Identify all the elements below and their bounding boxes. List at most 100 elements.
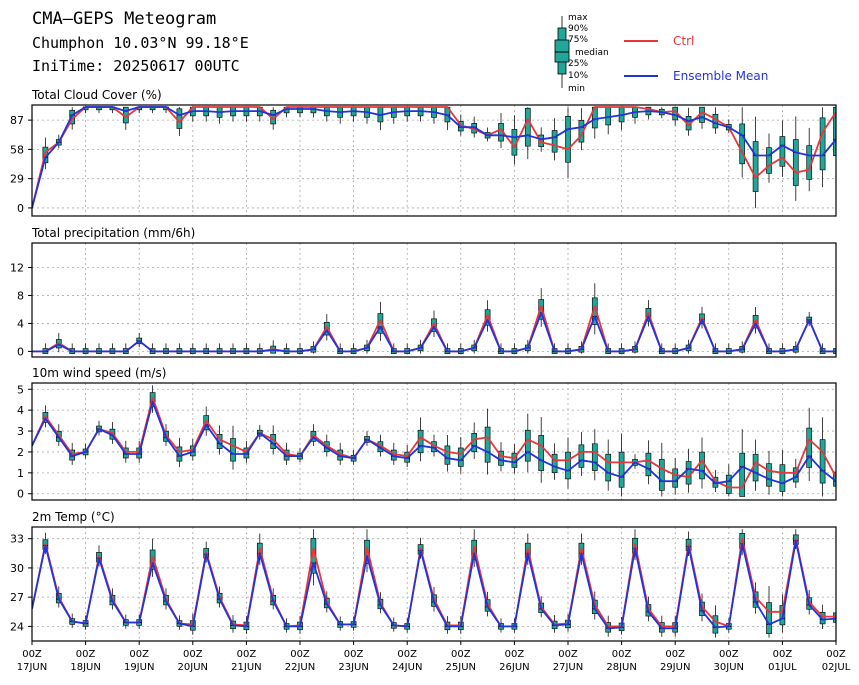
x-tick-hour: 00Z <box>451 649 471 660</box>
panel-0: Total Cloud Cover (%) 0 29 58 87 <box>10 88 837 217</box>
y-tick-label: 3 <box>17 425 24 438</box>
ensemble-box <box>766 450 772 495</box>
x-tick-hour: 00Z <box>505 649 525 660</box>
y-tick-label: 30 <box>10 562 24 575</box>
y-tick-label: 87 <box>10 114 24 127</box>
x-tick-date: 19JUN <box>124 662 154 673</box>
panel-frame <box>31 104 837 217</box>
legend-box <box>554 39 570 63</box>
x-tick-hour: 00Z <box>183 649 203 660</box>
box-legend-label: 75% <box>568 35 588 45</box>
box-body <box>752 453 759 482</box>
x-tick-date: 21JUN <box>231 662 261 673</box>
ensemble-box <box>96 106 102 114</box>
x-tick-date: 27JUN <box>553 662 583 673</box>
box-body <box>792 139 799 186</box>
ensemble-box <box>578 108 585 151</box>
ensemble-mean-line <box>32 311 836 353</box>
x-tick-date: 29JUN <box>660 662 690 673</box>
x-tick-date: 25JUN <box>446 662 476 673</box>
box-body <box>618 451 625 488</box>
ensemble-box <box>565 437 571 489</box>
box-body <box>672 468 679 488</box>
ensemble-box <box>779 120 786 177</box>
box-body <box>565 116 571 163</box>
y-tick-label: 12 <box>10 261 24 274</box>
box-body <box>551 453 558 473</box>
panel-1: Total precipitation (mm/6h) 0 4 8 12 <box>10 226 837 358</box>
box-body <box>605 453 612 482</box>
ensemble-box <box>270 340 277 354</box>
y-tick-label: 24 <box>10 620 24 633</box>
x-tick-hour: 00Z <box>76 649 96 660</box>
box-body <box>484 426 491 463</box>
ensemble-box <box>658 442 665 497</box>
box-body <box>819 439 826 484</box>
ensemble-box <box>377 106 384 131</box>
ensemble-box <box>605 106 612 135</box>
x-tick-date: 22JUN <box>285 662 315 673</box>
box-body <box>779 136 786 167</box>
box-legend-label: 10% <box>568 71 588 81</box>
ensemble-box <box>792 116 799 201</box>
y-tick-label: 58 <box>10 143 24 156</box>
ensemble-box <box>591 429 598 481</box>
ensemble-box <box>457 437 464 474</box>
box-body <box>806 427 813 468</box>
box-body <box>538 299 545 320</box>
plot-area <box>32 106 836 209</box>
ensemble-boxes <box>42 283 836 354</box>
panel-frame <box>31 382 837 501</box>
ensemble-box <box>216 106 223 124</box>
x-tick-hour: 00Z <box>719 649 739 660</box>
ensemble-box <box>618 106 625 131</box>
chart-header: CMA—GEPS Meteogram Chumphon 10.03°N 99.1… <box>32 9 249 75</box>
x-tick-hour: 00Z <box>290 649 310 660</box>
ensemble-mean-line <box>32 400 836 485</box>
y-tick-label: 5 <box>17 383 24 396</box>
ensemble-box <box>618 433 625 497</box>
box-body <box>833 106 836 157</box>
x-tick-hour: 00Z <box>558 649 578 660</box>
box-legend-label: 90% <box>568 24 588 34</box>
ensemble-box <box>203 106 210 122</box>
box-legend-label: 25% <box>568 59 588 69</box>
ensemble-box <box>404 106 411 122</box>
box-body <box>833 612 836 623</box>
x-tick-hour: 00Z <box>773 649 793 660</box>
y-tick-label: 0 <box>17 202 24 215</box>
ensemble-box <box>551 443 558 480</box>
box-body <box>766 147 772 174</box>
y-tick-label: 27 <box>10 591 24 604</box>
x-tick-date: 18JUN <box>70 662 100 673</box>
ensemble-box <box>390 106 397 124</box>
location-label: Chumphon 10.03°N 99.18°E <box>32 34 249 52</box>
y-tick-label: 4 <box>17 404 24 417</box>
box-body <box>766 602 772 634</box>
x-tick-date: 24JUN <box>392 662 422 673</box>
x-tick-date: 23JUN <box>338 662 368 673</box>
mean-legend-label: Ensemble Mean <box>673 69 768 83</box>
ensemble-box <box>833 106 836 176</box>
chart-title: CMA—GEPS Meteogram <box>32 9 216 29</box>
ensemble-box <box>739 107 746 178</box>
box-body <box>792 467 799 483</box>
plot-area <box>32 385 836 497</box>
x-tick-hour: 00Z <box>129 649 149 660</box>
plot-area <box>32 283 836 354</box>
box-body <box>739 452 746 497</box>
panel-2: 10m wind speed (m/s) 0 1 2 3 4 5 <box>17 366 837 501</box>
panel-title: Total Cloud Cover (%) <box>31 88 162 102</box>
ensemble-box <box>350 106 357 122</box>
box-legend-label: min <box>568 84 585 94</box>
init-time-label: IniTime: 20250617 00UTC <box>32 57 240 75</box>
ensemble-box <box>819 107 826 188</box>
box-body <box>766 463 772 487</box>
box-body <box>176 108 183 129</box>
box-body <box>578 444 585 468</box>
box-body <box>739 123 746 165</box>
